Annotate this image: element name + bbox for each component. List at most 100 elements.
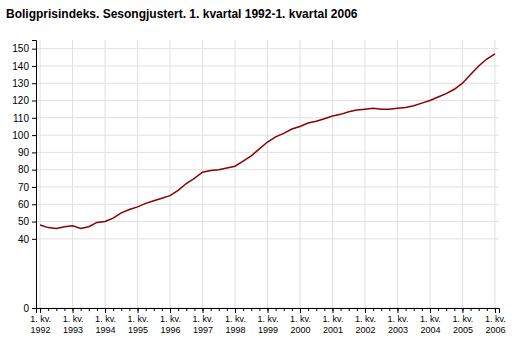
x-tick-label: 1. kv.2003 xyxy=(388,314,409,334)
y-tick: 80 xyxy=(18,164,36,175)
x-tick: 1. kv.1992 xyxy=(30,308,51,335)
y-tick: 70 xyxy=(18,182,36,193)
x-tick-label: 1. kv.1995 xyxy=(128,314,149,334)
y-tick-label: 140 xyxy=(12,61,29,72)
x-tick-label: 1. kv.2005 xyxy=(453,314,474,334)
y-tick-mark xyxy=(32,118,36,119)
x-tick: 1. kv.2006 xyxy=(485,308,506,335)
y-tick-mark xyxy=(32,83,36,84)
x-tick: 1. kv.1997 xyxy=(193,308,214,335)
y-tick-mark xyxy=(32,308,36,309)
x-tick-label: 1. kv.1993 xyxy=(63,314,84,334)
x-tick-label: 1. kv.2006 xyxy=(485,314,506,334)
grid-line-x xyxy=(494,40,495,308)
y-tick-mark xyxy=(32,222,36,223)
x-tick: 1. kv.1999 xyxy=(258,308,279,335)
grid-line-x xyxy=(299,40,300,308)
y-tick: 90 xyxy=(18,147,36,158)
grid-line-x xyxy=(137,40,138,308)
x-tick-mark xyxy=(365,308,366,313)
y-tick-mark xyxy=(32,135,36,136)
x-tick-label: 1. kv.2000 xyxy=(290,314,311,334)
y-tick-mark xyxy=(32,204,36,205)
grid-line-x xyxy=(267,40,268,308)
y-tick: 100 xyxy=(12,130,36,141)
x-axis: 1. kv.1992 1. kv.1993 1. kv.1994 1. kv.1995… xyxy=(30,308,506,335)
x-tick-label: 1. kv.1999 xyxy=(258,314,279,334)
grid-line-x xyxy=(332,40,333,308)
grid-line-x xyxy=(202,40,203,308)
x-tick-mark xyxy=(73,308,74,313)
y-tick-label: 120 xyxy=(12,95,29,106)
y-axis-line xyxy=(32,41,37,309)
marks xyxy=(40,54,495,229)
x-tick-mark xyxy=(430,308,431,313)
y-tick-label: 100 xyxy=(12,130,29,141)
grid-line-x xyxy=(235,40,236,308)
grid-line-x xyxy=(429,40,430,308)
x-tick-label: 1. kv.1998 xyxy=(225,314,246,334)
title: Boligprisindeks. Sesongjustert. 1. kvart… xyxy=(6,7,358,21)
x-tick: 1. kv.2004 xyxy=(420,308,441,335)
grid-line-x xyxy=(397,40,398,308)
x-tick-label: 1. kv.1994 xyxy=(95,314,116,334)
y-tick-label: 0 xyxy=(23,303,29,314)
y-tick-label: 150 xyxy=(12,43,29,54)
x-tick: 1. kv.1995 xyxy=(128,308,149,335)
y-tick: 130 xyxy=(12,78,36,89)
y-tick-label: 80 xyxy=(18,164,30,175)
y-tick: 50 xyxy=(18,216,36,227)
y-tick-mark xyxy=(32,49,36,50)
x-tick-mark xyxy=(105,308,106,313)
x-tick-mark xyxy=(268,308,269,313)
x-axis-line xyxy=(37,309,500,314)
x-tick-mark xyxy=(235,308,236,313)
x-tick-mark xyxy=(397,308,398,313)
line xyxy=(40,54,495,229)
x-tick: 1. kv.1998 xyxy=(225,308,246,335)
grid-line-x xyxy=(462,40,463,308)
y-tick-mark xyxy=(32,101,36,102)
x-tick-mark xyxy=(300,308,301,313)
y-tick-label: 60 xyxy=(18,199,30,210)
grid-line-x xyxy=(72,40,73,308)
y-tick-label: 40 xyxy=(18,234,30,245)
x-tick-mark xyxy=(170,308,171,313)
y-tick: 140 xyxy=(12,61,36,72)
grid xyxy=(36,40,499,308)
x-tick-mark xyxy=(495,308,496,313)
y-tick-mark xyxy=(32,239,36,240)
y-tick: 40 xyxy=(18,234,36,245)
y-tick: 110 xyxy=(13,113,36,124)
x-tick: 1. kv.1994 xyxy=(95,308,116,335)
y-tick-label: 90 xyxy=(18,147,30,158)
y-axis: 0 40 50 60 70 80 90 100 110 120 130 140 150 xyxy=(12,41,36,314)
y-tick: 60 xyxy=(18,199,36,210)
y-tick-mark xyxy=(32,187,36,188)
x-tick: 1. kv.1996 xyxy=(160,308,181,335)
y-tick: 0 xyxy=(23,303,36,314)
x-tick-label: 1. kv.2002 xyxy=(355,314,376,334)
y-tick-mark xyxy=(32,66,36,67)
y-tick-label: 110 xyxy=(13,113,29,124)
chart: Boligprisindeks. Sesongjustert. 1. kvart… xyxy=(0,0,513,348)
y-tick-mark xyxy=(32,152,36,153)
x-tick: 1. kv.2002 xyxy=(355,308,376,335)
x-tick: 1. kv.2000 xyxy=(290,308,311,335)
x-tick-mark xyxy=(40,308,41,313)
x-tick: 1. kv.2003 xyxy=(388,308,409,335)
y-tick: 120 xyxy=(12,95,36,106)
y-tick-label: 50 xyxy=(18,216,30,227)
x-tick-mark xyxy=(332,308,333,313)
x-tick: 1. kv.2001 xyxy=(323,308,344,335)
grid-line-x xyxy=(170,40,171,308)
y-tick-label: 70 xyxy=(18,182,30,193)
x-tick-mark xyxy=(138,308,139,313)
x-tick-label: 1. kv.1996 xyxy=(160,314,181,334)
plot: 1. kv.1992 1. kv.1993 1. kv.1994 1. kv.1995… xyxy=(12,40,506,335)
y-tick-mark xyxy=(32,170,36,171)
x-tick-label: 1. kv.2001 xyxy=(323,314,344,334)
grid-line-x xyxy=(364,40,365,308)
grid-line-x xyxy=(105,40,106,308)
x-tick-label: 1. kv.1997 xyxy=(193,314,214,334)
